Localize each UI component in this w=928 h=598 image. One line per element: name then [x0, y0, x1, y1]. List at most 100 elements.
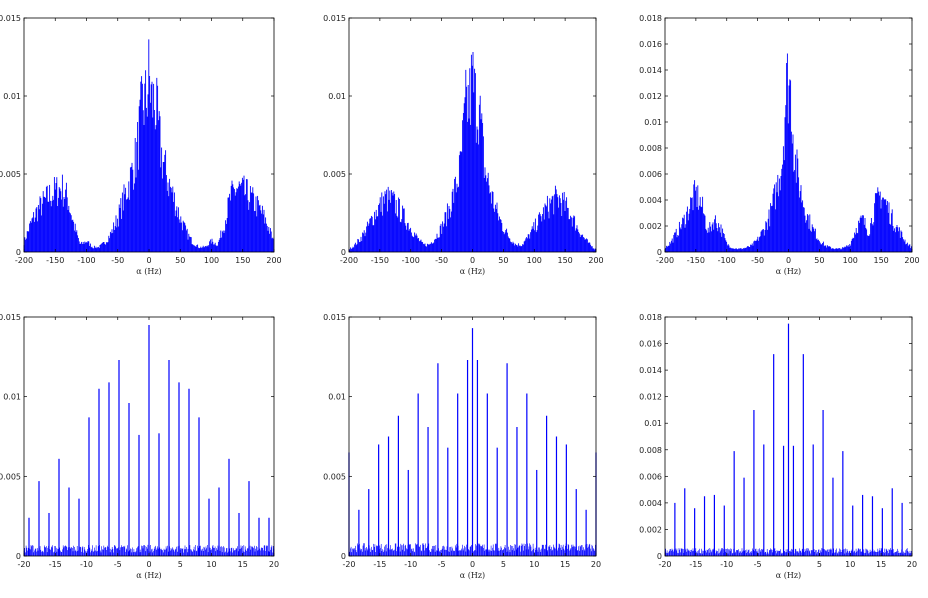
y-tick-label: 0.015 — [0, 14, 21, 23]
x-tick-label: -50 — [435, 256, 448, 265]
subplot-top-right: -200 -150 -100 -50 0 50 100 150 200 0 0.002 0.004 0.… — [639, 14, 920, 276]
x-tick-label: 15 — [876, 560, 886, 569]
y-tick-label: 0.004 — [639, 196, 662, 205]
x-axis-label: α (Hz) — [136, 267, 161, 276]
x-tick-label: -15 — [49, 560, 62, 569]
y-tick-label: 0.002 — [639, 525, 662, 534]
x-tick-label: 10 — [206, 560, 216, 569]
x-tick-label: 20 — [591, 560, 601, 569]
subplot-top-middle: -200 -150 -100 -50 0 50 100 150 200 0 0.005 0.01 0.0… — [323, 14, 604, 276]
plot-area — [664, 53, 912, 252]
y-tick-label: 0.004 — [639, 499, 662, 508]
x-tick-label: -100 — [77, 256, 95, 265]
plot-area — [348, 328, 597, 556]
spectrum-series — [348, 52, 596, 252]
spike-series — [28, 324, 270, 556]
x-tick-label: 150 — [557, 256, 572, 265]
x-tick-label: 20 — [269, 560, 279, 569]
x-tick-label: 5 — [501, 560, 506, 569]
x-tick-label: 200 — [266, 256, 281, 265]
x-tick-label: 200 — [904, 256, 919, 265]
spike-series — [674, 323, 903, 556]
x-axis-label: α (Hz) — [776, 267, 801, 276]
y-tick-label: 0.005 — [0, 472, 21, 481]
subplot-bottom-right: -20 -15 -10 -5 0 5 10 15 20 0 0.002 0.004 0.006 0.008… — [639, 313, 917, 580]
y-tick-label: 0.008 — [639, 144, 662, 153]
spectrum-series — [664, 53, 912, 252]
y-tick-label: 0.016 — [639, 40, 662, 49]
x-tick-label: -100 — [718, 256, 736, 265]
x-tick-label: 200 — [588, 256, 603, 265]
y-tick-label: 0.01 — [644, 419, 662, 428]
x-tick-label: -200 — [15, 256, 33, 265]
y-tick-label: 0.005 — [323, 170, 346, 179]
y-tick-label: 0.015 — [0, 313, 21, 322]
x-tick-label: -5 — [438, 560, 446, 569]
y-tick-label: 0.005 — [323, 472, 346, 481]
x-tick-label: -200 — [656, 256, 674, 265]
x-tick-label: -10 — [404, 560, 417, 569]
x-tick-label: 5 — [817, 560, 822, 569]
plot-area — [348, 52, 596, 252]
y-tick-label: 0.005 — [0, 170, 21, 179]
x-tick-label: -200 — [340, 256, 358, 265]
y-tick-label: 0.002 — [639, 222, 662, 231]
x-tick-label: -5 — [114, 560, 122, 569]
y-tick-label: 0.014 — [639, 66, 662, 75]
y-tick-label: 0 — [341, 248, 346, 257]
subplot-bottom-left: -20 -15 -10 -5 0 5 10 15 20 0 0.005 0.01 0.015 α (Hz) — [0, 313, 279, 580]
x-tick-label: -20 — [658, 560, 671, 569]
plot-area — [23, 324, 275, 556]
plot-area — [664, 323, 912, 556]
y-tick-label: 0.015 — [323, 313, 346, 322]
x-tick-label: -10 — [720, 560, 733, 569]
y-tick-label: 0.016 — [639, 340, 662, 349]
y-tick-label: 0.01 — [3, 92, 21, 101]
x-tick-label: 0 — [786, 560, 791, 569]
x-tick-label: 100 — [843, 256, 858, 265]
x-tick-label: -50 — [111, 256, 124, 265]
x-tick-label: -50 — [751, 256, 764, 265]
x-tick-label: -20 — [17, 560, 30, 569]
x-tick-label: 5 — [178, 560, 183, 569]
x-tick-label: 0 — [470, 256, 475, 265]
y-tick-label: 0 — [16, 248, 21, 257]
spectrum-series — [23, 39, 275, 252]
x-tick-label: 150 — [235, 256, 250, 265]
y-tick-label: 0.01 — [328, 92, 346, 101]
x-tick-label: 15 — [238, 560, 248, 569]
x-tick-label: -15 — [373, 560, 386, 569]
x-tick-label: 150 — [873, 256, 888, 265]
y-tick-label: 0.01 — [328, 393, 346, 402]
y-tick-label: 0.01 — [3, 393, 21, 402]
y-tick-label: 0 — [657, 248, 662, 257]
x-tick-label: -20 — [342, 560, 355, 569]
y-tick-label: 0.014 — [639, 366, 662, 375]
x-tick-label: 50 — [175, 256, 185, 265]
x-tick-label: -150 — [46, 256, 64, 265]
y-tick-label: 0.018 — [639, 14, 662, 23]
y-tick-label: 0.018 — [639, 313, 662, 322]
subplot-bottom-middle: -20 -15 -10 -5 0 5 10 15 20 0 0.005 0.01 0.015 α (Hz) — [323, 313, 601, 580]
x-tick-label: 100 — [204, 256, 219, 265]
x-axis-label: α (Hz) — [776, 571, 801, 580]
y-tick-label: 0.006 — [639, 472, 662, 481]
x-tick-label: 10 — [529, 560, 539, 569]
x-tick-label: 10 — [845, 560, 855, 569]
x-tick-label: -100 — [402, 256, 420, 265]
subplot-top-left: -200 -150 -100 -50 0 50 100 150 200 0 0.005 0.01 0.0… — [0, 14, 282, 276]
x-axis-label: α (Hz) — [460, 267, 485, 276]
x-tick-label: -150 — [371, 256, 389, 265]
x-axis-label: α (Hz) — [460, 571, 485, 580]
x-tick-label: -5 — [754, 560, 762, 569]
x-tick-label: -150 — [687, 256, 705, 265]
y-tick-label: 0.012 — [639, 92, 662, 101]
y-tick-label: 0.008 — [639, 446, 662, 455]
x-tick-label: 50 — [498, 256, 508, 265]
x-tick-label: 15 — [560, 560, 570, 569]
y-tick-label: 0.015 — [323, 14, 346, 23]
plot-area — [23, 39, 275, 252]
x-tick-label: 0 — [786, 256, 791, 265]
x-tick-label: 100 — [527, 256, 542, 265]
